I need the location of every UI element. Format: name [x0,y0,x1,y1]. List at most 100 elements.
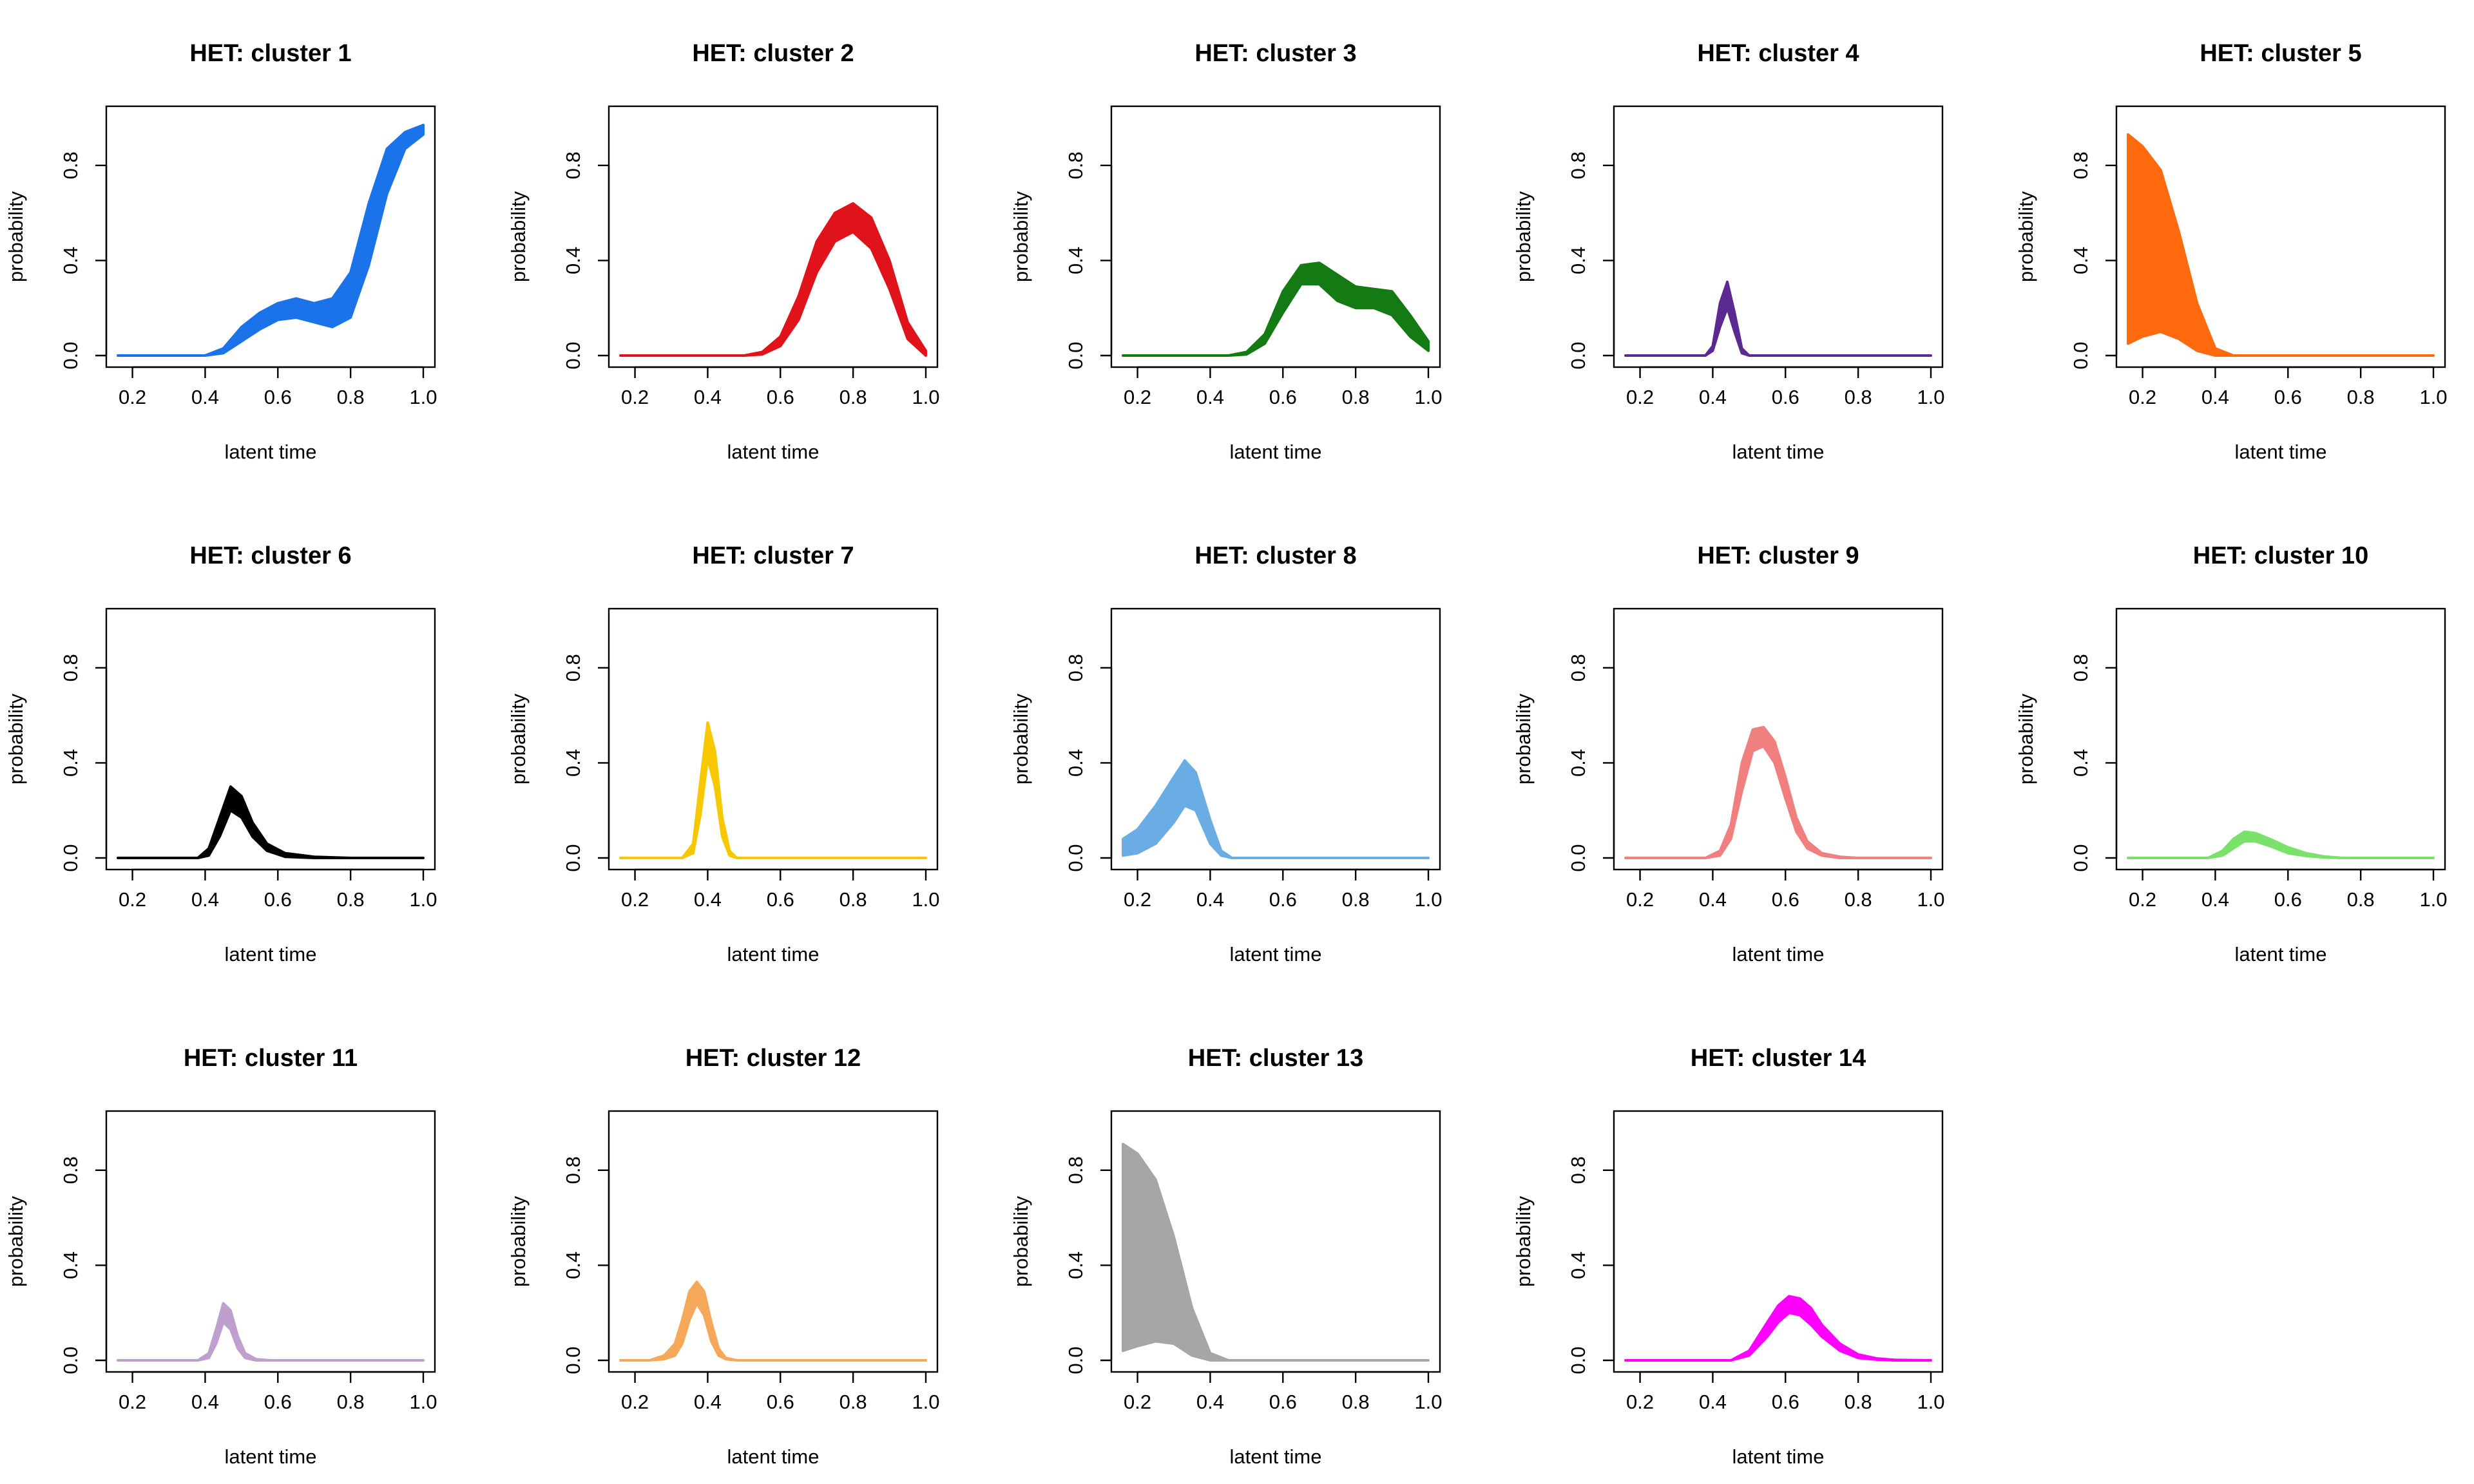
x-tick-label: 0.8 [839,1391,867,1413]
x-tick-label: 0.4 [1699,888,1727,911]
chart-title: HET: cluster 3 [1194,40,1356,67]
y-tick-label: 0.0 [2069,341,2092,369]
x-tick-label: 0.2 [621,1391,649,1413]
x-tick-label: 0.4 [191,386,219,408]
y-axis: 0.0 0.4 0.8 [1064,1156,1113,1375]
x-tick-label: 0.8 [2347,888,2375,911]
x-tick-label: 0.6 [767,1391,794,1413]
x-tick-label: 0.2 [621,386,649,408]
y-axis-label: probability [5,693,27,785]
x-tick-label: 0.4 [191,888,219,911]
x-axis-label: latent time [1229,943,1321,966]
y-tick-label: 0.4 [1064,1251,1087,1279]
y-axis-label: probability [1512,1195,1535,1287]
x-axis: 0.2 0.4 0.6 0.8 1.0 [2129,868,2448,911]
y-tick-label: 0.8 [59,151,82,179]
probability-band [117,785,425,859]
y-tick-label: 0.4 [59,749,82,777]
probability-band [1122,1143,1430,1362]
y-tick-label: 0.4 [562,247,584,274]
y-tick-label: 0.4 [2069,247,2092,274]
y-axis: 0.0 0.4 0.8 [562,151,610,370]
x-tick-label: 0.6 [767,888,794,911]
y-tick-label: 0.8 [562,151,584,179]
y-axis: 0.0 0.4 0.8 [2069,654,2118,872]
y-axis: 0.0 0.4 0.8 [562,1156,610,1375]
y-tick-label: 0.0 [2069,844,2092,871]
x-axis: 0.2 0.4 0.6 0.8 1.0 [119,366,437,408]
y-tick-label: 0.0 [1567,1346,1589,1374]
y-tick-label: 0.8 [1567,151,1589,179]
x-tick-label: 0.8 [839,888,867,911]
plot-frame [105,105,436,368]
plot-frame [1613,1110,1944,1373]
y-tick-label: 0.8 [1064,1156,1087,1184]
x-axis-label: latent time [224,441,316,463]
x-tick-label: 0.6 [2274,888,2302,911]
x-tick-label: 0.8 [1845,1391,1872,1413]
y-tick-label: 0.0 [1064,341,1087,369]
y-tick-label: 0.4 [1567,247,1589,274]
probability-band [1624,1295,1932,1362]
probability-band [117,1302,425,1362]
x-axis-label: latent time [1732,943,1824,966]
chart-title: HET: cluster 2 [692,40,854,67]
y-tick-label: 0.4 [59,247,82,274]
y-axis-label: probability [1512,693,1535,785]
chart-panel-9: HET: cluster 9 0.2 0.4 0.6 0.8 1.0 latent time… [1512,542,1945,966]
x-axis: 0.2 0.4 0.6 0.8 1.0 [1626,366,1945,408]
x-tick-label: 0.6 [1772,1391,1799,1413]
y-axis-label: probability [2015,191,2037,282]
x-tick-label: 1.0 [409,888,437,911]
chart-panel-7: HET: cluster 7 0.2 0.4 0.6 0.8 1.0 latent time… [507,542,940,966]
chart-title: HET: cluster 4 [1697,40,1859,67]
probability-band [1122,759,1430,859]
x-tick-label: 0.4 [1196,386,1224,408]
y-tick-label: 0.0 [59,341,82,369]
plot-frame [1613,105,1944,368]
x-tick-label: 0.4 [2201,888,2229,911]
y-tick-label: 0.8 [562,1156,584,1184]
y-tick-label: 0.0 [59,844,82,871]
x-axis-label: latent time [224,943,316,966]
y-tick-label: 0.0 [1064,1346,1087,1374]
x-tick-label: 0.2 [1124,888,1151,911]
plot-frame [1110,105,1441,368]
y-axis-label: probability [5,191,27,282]
x-tick-label: 0.8 [1845,386,1872,408]
chart-title: HET: cluster 12 [686,1045,861,1072]
y-tick-label: 0.8 [1064,654,1087,681]
x-axis: 0.2 0.4 0.6 0.8 1.0 [1124,366,1443,408]
x-tick-label: 0.2 [621,888,649,911]
plot-frame [105,1110,436,1373]
y-axis-label: probability [5,1195,27,1287]
x-axis-label: latent time [727,441,819,463]
y-tick-label: 0.4 [1567,749,1589,777]
x-tick-label: 1.0 [912,888,939,911]
chart-panel-3: HET: cluster 3 0.2 0.4 0.6 0.8 1.0 latent time… [1010,40,1443,463]
y-axis-label: probability [1010,693,1032,785]
y-axis: 0.0 0.4 0.8 [59,1156,108,1375]
y-tick-label: 0.4 [1064,247,1087,274]
x-axis-label: latent time [224,1445,316,1468]
x-tick-label: 0.6 [2274,386,2302,408]
x-tick-label: 0.2 [1124,1391,1151,1413]
y-tick-label: 0.8 [2069,151,2092,179]
x-tick-label: 0.8 [1342,888,1370,911]
y-axis: 0.0 0.4 0.8 [1567,151,1615,370]
probability-band [2127,830,2435,859]
y-tick-label: 0.0 [1064,844,1087,871]
x-tick-label: 0.4 [1699,1391,1727,1413]
probability-band [619,202,927,357]
x-tick-label: 0.6 [767,386,794,408]
plot-frame [1613,607,1944,871]
y-tick-label: 0.4 [562,749,584,777]
x-tick-label: 0.4 [694,1391,722,1413]
chart-panel-12: HET: cluster 12 0.2 0.4 0.6 0.8 1.0 latent tim… [507,1045,940,1468]
y-axis: 0.0 0.4 0.8 [1064,151,1113,370]
y-axis: 0.0 0.4 0.8 [2069,151,2118,370]
x-tick-label: 0.6 [1772,888,1799,911]
x-tick-label: 0.2 [119,888,146,911]
x-tick-label: 1.0 [1917,888,1944,911]
